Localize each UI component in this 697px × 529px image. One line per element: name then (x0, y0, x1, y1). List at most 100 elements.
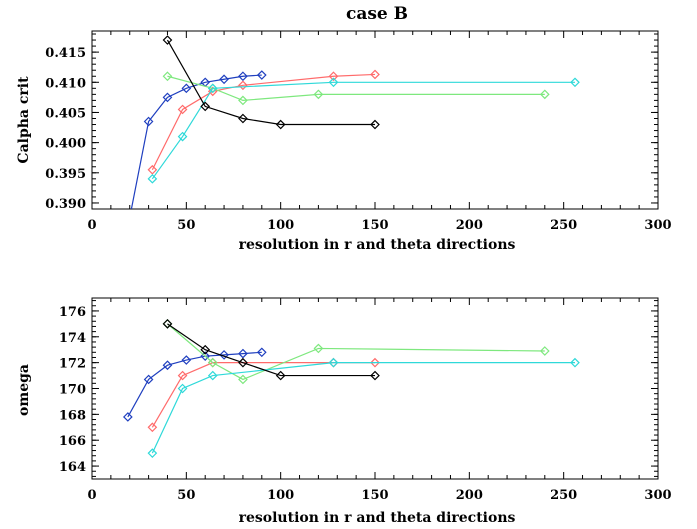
x-tick-label: 300 (644, 488, 671, 503)
data-point (238, 374, 248, 385)
x-tick-label: 200 (456, 218, 483, 233)
y-tick-label: 170 (59, 383, 86, 398)
data-point (328, 357, 339, 368)
series-line (166, 39, 375, 126)
bottom-plot-frame (91, 297, 659, 480)
x-tick-label: 0 (87, 488, 96, 503)
bottom-ticks (91, 298, 659, 479)
data-point (313, 343, 324, 354)
data-point (143, 116, 154, 127)
data-point (207, 83, 218, 94)
data-point (207, 357, 218, 368)
x-tick-label: 100 (267, 218, 294, 233)
series-line (151, 81, 575, 180)
top-panel: 0 50 100 150 200 250 300 0.390 0.395 0.400 0.405 0.… (16, 30, 672, 253)
y-tick-label: 0.415 (45, 46, 86, 61)
data-point (328, 71, 339, 82)
bottom-panel: 0 50 100 150 200 250 300164166168170172174176 … (16, 297, 672, 526)
data-point (147, 448, 158, 458)
data-point (238, 113, 248, 124)
series-line (151, 362, 375, 428)
x-tick-label: 100 (267, 488, 294, 503)
data-point (370, 370, 380, 381)
data-point (238, 95, 248, 106)
top-ticks (91, 31, 659, 210)
series-line (167, 323, 375, 377)
data-point (370, 69, 380, 80)
data-point (200, 344, 211, 355)
data-point (200, 351, 211, 362)
x-tick-label: 150 (361, 488, 388, 503)
series-line (151, 362, 575, 454)
y-tick-label: 176 (59, 305, 86, 320)
top-series (130, 35, 580, 209)
data-point (147, 422, 158, 433)
data-point (238, 80, 248, 91)
data-point (256, 347, 267, 358)
top-y-axis-label: Calpha crit (16, 76, 32, 164)
data-point (370, 119, 380, 130)
y-tick-label: 0.405 (45, 106, 86, 121)
series-clip-group (130, 35, 580, 209)
top-x-axis-label: resolution in r and theta directions (239, 237, 516, 253)
x-tick-label: 200 (456, 488, 483, 503)
chart-title: case B (346, 4, 408, 24)
data-point (177, 370, 188, 381)
data-point (313, 89, 324, 100)
data-point (147, 173, 158, 184)
data-point (370, 357, 380, 368)
data-point (238, 357, 248, 368)
data-point (275, 119, 286, 130)
y-tick-label: 0.390 (45, 197, 86, 212)
series-line (167, 323, 545, 381)
data-point (181, 355, 192, 365)
bottom-series (122, 319, 580, 458)
data-point (177, 104, 188, 115)
x-tick-label: 0 (87, 218, 96, 233)
x-tick-label: 50 (177, 218, 195, 233)
data-point (570, 77, 580, 88)
data-point (238, 71, 248, 82)
x-tick-label: 250 (550, 218, 577, 233)
data-point (539, 89, 550, 100)
y-tick-label: 0.395 (45, 167, 86, 182)
data-point (143, 374, 154, 385)
data-point (162, 319, 173, 329)
x-tick-label: 150 (361, 218, 388, 233)
y-tick-label: 174 (59, 331, 86, 346)
series-clip-group (122, 319, 580, 458)
y-tick-label: 166 (59, 434, 86, 449)
data-point (570, 357, 580, 368)
x-tick-label: 50 (177, 488, 195, 503)
x-tick-label: 300 (644, 218, 671, 233)
y-tick-label: 168 (59, 408, 86, 423)
data-point (256, 70, 267, 80)
data-point (238, 348, 248, 359)
bottom-y-axis-label: omega (16, 364, 32, 416)
data-point (177, 131, 188, 142)
data-point (328, 77, 339, 88)
data-point (219, 74, 229, 85)
data-point (162, 35, 173, 45)
top-tick-labels: 0 50 100 150 200 250 300 0.390 0.395 0.400 0.405 0.… (45, 46, 671, 233)
data-point (147, 164, 158, 175)
data-point (275, 370, 286, 381)
data-point (162, 92, 173, 103)
data-point (207, 370, 218, 381)
bottom-tick-labels: 0 50 100 150 200 250 300 164 166 168 170 172 174 176 (59, 305, 672, 503)
data-point (200, 101, 211, 112)
series-line (151, 73, 376, 171)
y-tick-label: 0.400 (45, 137, 86, 152)
data-point (162, 71, 173, 82)
data-point (219, 350, 229, 360)
data-point (181, 83, 192, 94)
data-point (177, 383, 188, 394)
data-point (122, 412, 133, 422)
y-tick-label: 172 (59, 357, 86, 372)
bottom-x-axis-label: resolution in r and theta directions (239, 510, 516, 526)
x-tick-label: 250 (550, 488, 577, 503)
y-tick-label: 0.410 (45, 76, 86, 91)
y-tick-label: 164 (59, 460, 86, 475)
data-point (539, 346, 550, 356)
